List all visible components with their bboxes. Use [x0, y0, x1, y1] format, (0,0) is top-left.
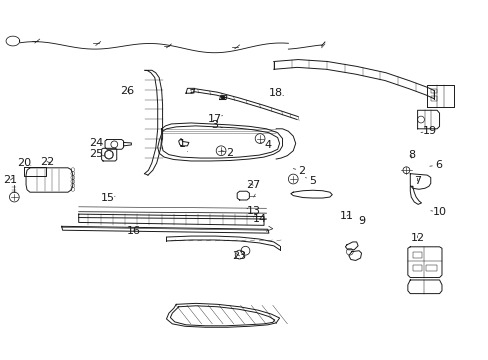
Text: 19: 19 — [420, 126, 436, 136]
Text: 3: 3 — [210, 120, 222, 130]
Circle shape — [221, 96, 224, 99]
Bar — [430, 89, 436, 93]
Text: 26: 26 — [120, 86, 134, 96]
Text: 9: 9 — [357, 216, 365, 226]
Text: 4: 4 — [260, 140, 271, 150]
Text: 23: 23 — [232, 251, 246, 261]
Text: 14: 14 — [252, 214, 266, 224]
Text: 21: 21 — [3, 175, 18, 185]
Text: 10: 10 — [430, 207, 446, 217]
Text: 25: 25 — [88, 149, 104, 159]
Text: 11: 11 — [339, 211, 353, 221]
Text: 5: 5 — [305, 176, 316, 186]
Text: 15: 15 — [101, 193, 115, 203]
Bar — [412, 252, 421, 258]
Text: 22: 22 — [40, 157, 54, 167]
Bar — [412, 265, 421, 271]
Text: 2: 2 — [293, 166, 305, 176]
Text: 18: 18 — [268, 88, 283, 98]
Text: 27: 27 — [245, 180, 260, 190]
Text: 6: 6 — [429, 160, 441, 170]
Text: 1: 1 — [178, 139, 187, 152]
Text: 13: 13 — [246, 206, 261, 216]
Text: 7: 7 — [413, 176, 420, 186]
Text: 20: 20 — [17, 158, 31, 168]
Text: 24: 24 — [88, 138, 102, 148]
Text: 17: 17 — [208, 113, 222, 123]
Text: 12: 12 — [410, 233, 424, 243]
Text: 16: 16 — [126, 226, 141, 236]
Text: 8: 8 — [407, 150, 414, 161]
Bar — [430, 96, 436, 100]
Text: 2: 2 — [221, 148, 233, 158]
Bar — [426, 265, 436, 271]
